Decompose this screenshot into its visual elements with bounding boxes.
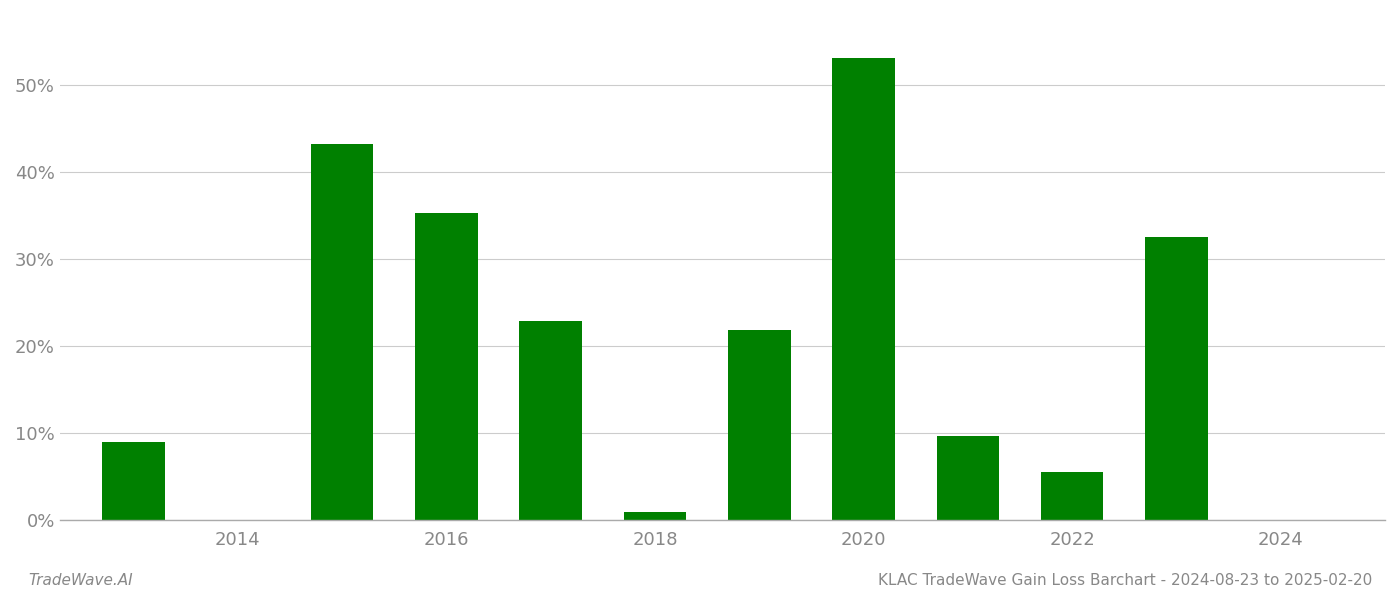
Bar (519, 322, 582, 520)
Bar (1145, 237, 1208, 520)
Bar (832, 58, 895, 520)
Text: KLAC TradeWave Gain Loss Barchart - 2024-08-23 to 2025-02-20: KLAC TradeWave Gain Loss Barchart - 2024… (878, 573, 1372, 588)
Bar (1040, 472, 1103, 520)
Bar (102, 442, 165, 520)
Bar (937, 436, 1000, 520)
Bar (311, 144, 374, 520)
Bar (623, 512, 686, 520)
Bar (728, 330, 791, 520)
Text: TradeWave.AI: TradeWave.AI (28, 573, 133, 588)
Bar (414, 214, 477, 520)
